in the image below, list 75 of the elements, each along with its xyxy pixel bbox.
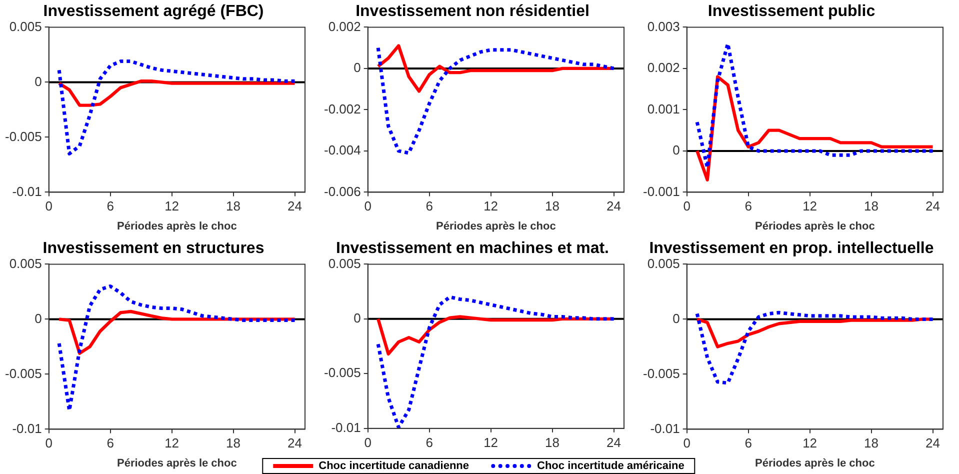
- x-axis-title: Périodes après le choc: [117, 457, 237, 470]
- y-tick-label: 0.005: [9, 256, 42, 271]
- x-tick-label: 6: [744, 198, 752, 214]
- x-tick-label: 12: [802, 198, 818, 214]
- x-axis-title: Périodes après le choc: [755, 457, 875, 470]
- x-tick-label: 12: [802, 436, 818, 451]
- x-axis-title: Périodes après le choc: [117, 220, 237, 232]
- chart-title: Investissement public: [708, 3, 876, 20]
- x-tick-label: 18: [226, 436, 241, 451]
- x-tick-label: 12: [164, 198, 180, 214]
- y-tick-label: 0: [34, 74, 42, 89]
- y-tick-label: 0: [672, 310, 680, 326]
- x-tick-label: 6: [744, 436, 752, 451]
- x-tick-label: 0: [683, 436, 690, 451]
- chart-title: Investissement en machines et mat.: [336, 240, 609, 258]
- x-tick-label: 18: [226, 198, 241, 214]
- y-tick-label: 0: [354, 60, 361, 76]
- x-axis-title: Périodes après le choc: [436, 220, 556, 232]
- x-tick-label: 0: [683, 198, 690, 214]
- x-tick-label: 18: [864, 436, 879, 451]
- chart-title: Investissement en structures: [42, 240, 264, 258]
- line-series: [695, 310, 935, 385]
- line-series: [57, 60, 297, 156]
- x-axis-title: Périodes après le choc: [755, 220, 875, 232]
- x-tick-label: 6: [106, 198, 114, 214]
- y-tick-label: -0.005: [642, 366, 680, 381]
- y-tick-label: 0: [672, 142, 680, 158]
- y-tick-label: -0.001: [642, 184, 680, 199]
- line-series: [376, 295, 616, 428]
- legend-label: Choc incertitude américaine: [537, 460, 684, 472]
- line-series: [57, 284, 297, 412]
- line-series: [376, 46, 616, 155]
- x-tick-label: 12: [484, 198, 498, 214]
- y-tick-label: 0.005: [647, 256, 680, 271]
- y-tick-label: -0.005: [4, 128, 42, 144]
- x-tick-label: 24: [606, 198, 621, 214]
- x-tick-label: 6: [106, 436, 114, 451]
- y-tick-label: -0.002: [324, 101, 361, 116]
- chart-title: Investissement en prop. intellectuelle: [649, 240, 934, 258]
- y-tick-label: 0.001: [647, 101, 680, 116]
- line-series: [695, 42, 935, 170]
- x-tick-label: 12: [484, 434, 498, 450]
- y-tick-label: -0.005: [4, 366, 42, 381]
- x-tick-label: 18: [545, 198, 560, 214]
- y-tick-label: -0.006: [324, 184, 361, 199]
- x-tick-label: 0: [45, 198, 52, 214]
- y-tick-label: 0: [34, 310, 42, 326]
- y-tick-label: -0.01: [331, 420, 361, 435]
- y-tick-label: 0.002: [647, 60, 680, 76]
- y-tick-label: -0.01: [650, 420, 680, 436]
- x-tick-label: 24: [606, 434, 621, 450]
- x-tick-label: 18: [545, 434, 560, 450]
- x-tick-label: 6: [426, 198, 433, 214]
- y-tick-label: -0.01: [12, 184, 42, 199]
- y-tick-label: -0.01: [12, 420, 42, 436]
- y-tick-label: 0.005: [328, 256, 361, 271]
- x-tick-label: 24: [926, 436, 940, 451]
- x-tick-label: 24: [288, 436, 302, 451]
- y-tick-label: -0.004: [324, 142, 361, 158]
- y-tick-label: 0: [354, 310, 361, 326]
- x-tick-label: 6: [426, 434, 433, 450]
- y-tick-label: 0.003: [647, 18, 680, 34]
- x-tick-label: 0: [45, 436, 52, 451]
- legend-label: Choc incertitude canadienne: [318, 460, 470, 472]
- chart-title: Investissement non résidentiel: [356, 3, 590, 20]
- x-tick-label: 0: [364, 198, 372, 214]
- y-tick-label: 0.002: [328, 18, 361, 34]
- y-tick-label: -0.005: [324, 365, 361, 380]
- x-tick-label: 12: [164, 436, 180, 451]
- x-tick-label: 18: [864, 198, 879, 214]
- chart-title: Investissement agrégé (FBC): [43, 3, 264, 20]
- x-tick-label: 24: [288, 198, 302, 214]
- y-tick-label: 0.005: [9, 18, 42, 34]
- x-tick-label: 24: [926, 198, 940, 214]
- x-tick-label: 0: [364, 434, 372, 450]
